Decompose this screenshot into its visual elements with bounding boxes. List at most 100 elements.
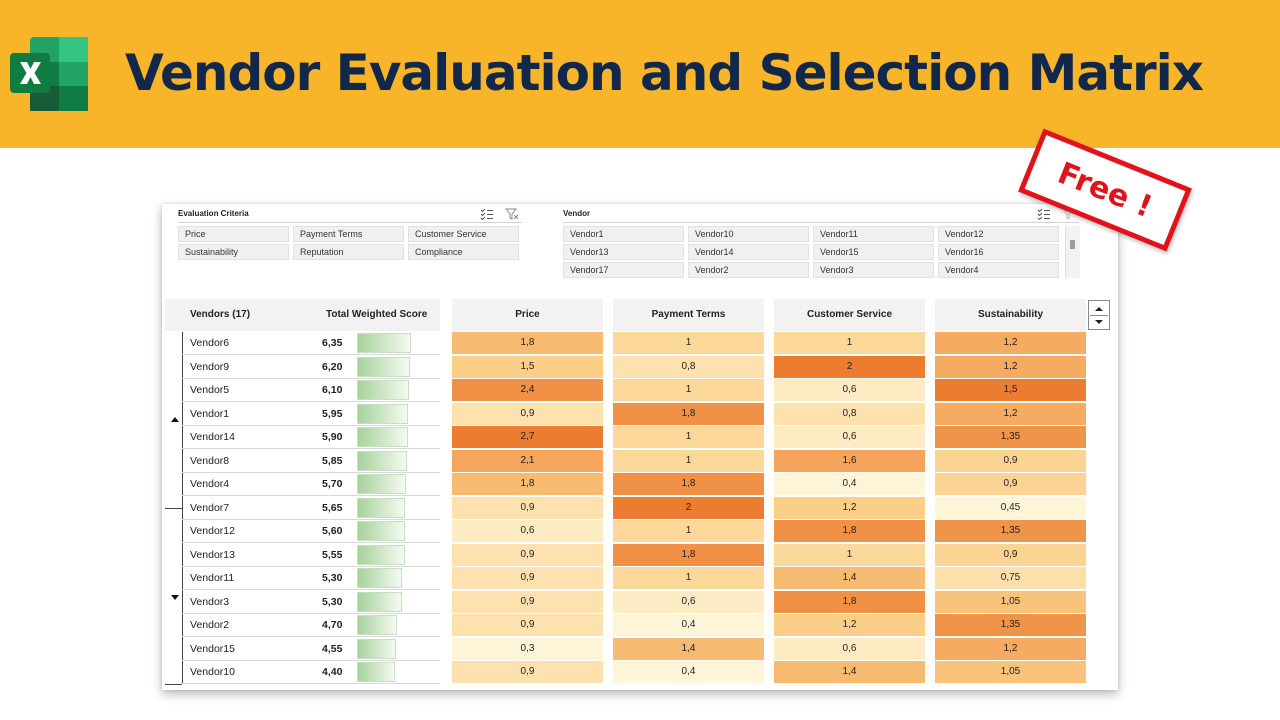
weighted-score: 6,35 <box>322 337 343 349</box>
spin-down-icon[interactable] <box>1092 317 1106 327</box>
score-databar <box>357 521 405 541</box>
heat-cell-customer-service: 0,8 <box>774 402 925 425</box>
multi-select-icon[interactable] <box>1037 208 1051 220</box>
heat-cell-customer-service: 1,8 <box>774 590 925 613</box>
page-title: Vendor Evaluation and Selection Matrix <box>125 44 1204 102</box>
weighted-score: 4,40 <box>322 666 343 678</box>
vendor-name: Vendor4 <box>190 478 230 490</box>
vendor-name: Vendor6 <box>190 337 230 349</box>
column-scroll-spinner[interactable] <box>1088 300 1110 330</box>
criteria-slicer-item-price[interactable]: Price <box>178 226 289 242</box>
heat-cell-sustainability: 1,35 <box>935 426 1086 448</box>
heat-cell-customer-service: 1 <box>774 332 925 354</box>
heat-cell-payment-terms: 0,8 <box>613 355 764 378</box>
score-cell <box>329 544 440 565</box>
heat-cell-price: 0,9 <box>452 661 603 683</box>
vendor-slicer-items: Vendor1 Vendor10 Vendor11 Vendor12 Vendo… <box>563 226 1059 278</box>
heat-cell-price: 2,4 <box>452 379 603 401</box>
criteria-slicer-title: Evaluation Criteria <box>178 209 249 218</box>
table-row: Vendor14 5,90 <box>182 426 440 449</box>
criteria-slicer-item-customer-service[interactable]: Customer Service <box>408 226 519 242</box>
vendor-name: Vendor15 <box>190 642 235 655</box>
vendor-slicer-item[interactable]: Vendor10 <box>688 226 809 242</box>
vendor-slicer-scroll-thumb[interactable] <box>1070 240 1075 249</box>
heat-cell-sustainability: 0,9 <box>935 543 1086 566</box>
vendor-slicer-item[interactable]: Vendor3 <box>813 262 934 278</box>
table-row: Vendor1 5,95 <box>182 403 440 426</box>
heat-cell-price: 0,9 <box>452 567 603 589</box>
heat-cell-price: 0,9 <box>452 543 603 566</box>
heat-cell-payment-terms: 0,4 <box>613 614 764 636</box>
vendors-header-cell: Vendors (17) <box>165 299 308 331</box>
vendor-slicer-scrollbar[interactable] <box>1065 226 1080 278</box>
weighted-score: 5,30 <box>322 572 343 584</box>
heat-cell-sustainability: 1,05 <box>935 661 1086 683</box>
heat-cell-price: 2,1 <box>452 449 603 472</box>
heat-cell-sustainability: 1,05 <box>935 590 1086 613</box>
heat-cell-payment-terms: 1,8 <box>613 473 764 495</box>
score-cell <box>329 474 440 494</box>
criteria-slicer-items: Price Payment Terms Customer Service Sus… <box>178 226 519 260</box>
score-cell <box>329 568 440 588</box>
heat-cell-sustainability: 0,9 <box>935 449 1086 472</box>
multi-select-icon[interactable] <box>480 208 494 220</box>
score-databar <box>357 615 398 635</box>
weighted-score: 4,55 <box>322 642 343 655</box>
criteria-slicer-item-payment-terms[interactable]: Payment Terms <box>293 226 404 242</box>
score-databar <box>357 497 406 518</box>
table-row: Vendor3 5,30 <box>182 591 440 614</box>
clear-filter-icon[interactable] <box>505 208 519 220</box>
vendor-slicer-item[interactable]: Vendor14 <box>688 244 809 260</box>
vendor-name: Vendor11 <box>190 572 235 584</box>
score-databar <box>357 333 412 353</box>
heat-cell-price: 1,5 <box>452 355 603 378</box>
vendor-name: Vendor9 <box>190 360 230 373</box>
outline-collapse-down-icon[interactable] <box>171 595 179 600</box>
vendor-slicer-item[interactable]: Vendor11 <box>813 226 934 242</box>
heat-cell-price: 0,9 <box>452 402 603 425</box>
score-databar <box>357 662 395 682</box>
criteria-slicer-item-compliance[interactable]: Compliance <box>408 244 519 260</box>
heat-cell-payment-terms: 2 <box>613 496 764 519</box>
heat-cell-sustainability: 0,75 <box>935 567 1086 589</box>
vendor-slicer-item[interactable]: Vendor15 <box>813 244 934 260</box>
criteria-slicer-item-reputation[interactable]: Reputation <box>293 244 404 260</box>
heat-cell-payment-terms: 1 <box>613 520 764 542</box>
vendor-slicer-item[interactable]: Vendor2 <box>688 262 809 278</box>
table-row: Vendor8 5,85 <box>182 450 440 473</box>
heat-cell-customer-service: 2 <box>774 355 925 378</box>
outline-collapse-up-icon[interactable] <box>171 417 179 422</box>
vendor-slicer-item[interactable]: Vendor16 <box>938 244 1059 260</box>
heat-cell-customer-service: 1,4 <box>774 661 925 683</box>
excel-logo-icon <box>10 37 88 111</box>
weighted-score: 6,10 <box>322 384 343 396</box>
vendor-name: Vendor2 <box>190 619 230 631</box>
criteria-slicer-item-sustainability[interactable]: Sustainability <box>178 244 289 260</box>
outline-group-line <box>182 332 183 684</box>
vendor-slicer-item[interactable]: Vendor17 <box>563 262 684 278</box>
vendor-slicer-item[interactable]: Vendor13 <box>563 244 684 260</box>
heat-cell-price: 0,3 <box>452 637 603 660</box>
spin-up-icon[interactable] <box>1092 304 1106 314</box>
table-row: Vendor11 5,30 <box>182 567 440 590</box>
heat-cell-customer-service: 1,6 <box>774 449 925 472</box>
heat-cell-customer-service: 1 <box>774 543 925 566</box>
table-row: Vendor5 6,10 <box>182 379 440 402</box>
table-row: Vendor9 6,20 <box>182 356 440 379</box>
outline-group-end <box>165 684 182 685</box>
heat-cell-sustainability: 1,35 <box>935 614 1086 636</box>
vendor-name: Vendor13 <box>190 548 235 561</box>
table-row: Vendor15 4,55 <box>182 638 440 661</box>
heat-cell-price: 0,9 <box>452 496 603 519</box>
vendor-name: Vendor12 <box>190 525 235 537</box>
weighted-score: 5,30 <box>322 595 343 608</box>
vendor-name: Vendor14 <box>190 431 235 443</box>
criteria-slicer: Evaluation Criteria Price Payment Terms … <box>178 206 522 266</box>
vendor-slicer-item[interactable]: Vendor4 <box>938 262 1059 278</box>
vendor-slicer-item[interactable]: Vendor12 <box>938 226 1059 242</box>
heat-cell-payment-terms: 1,8 <box>613 402 764 425</box>
weighted-score: 5,70 <box>322 478 343 490</box>
heat-cell-payment-terms: 1 <box>613 567 764 589</box>
vendor-slicer-item[interactable]: Vendor1 <box>563 226 684 242</box>
heat-cell-sustainability: 1,35 <box>935 520 1086 542</box>
